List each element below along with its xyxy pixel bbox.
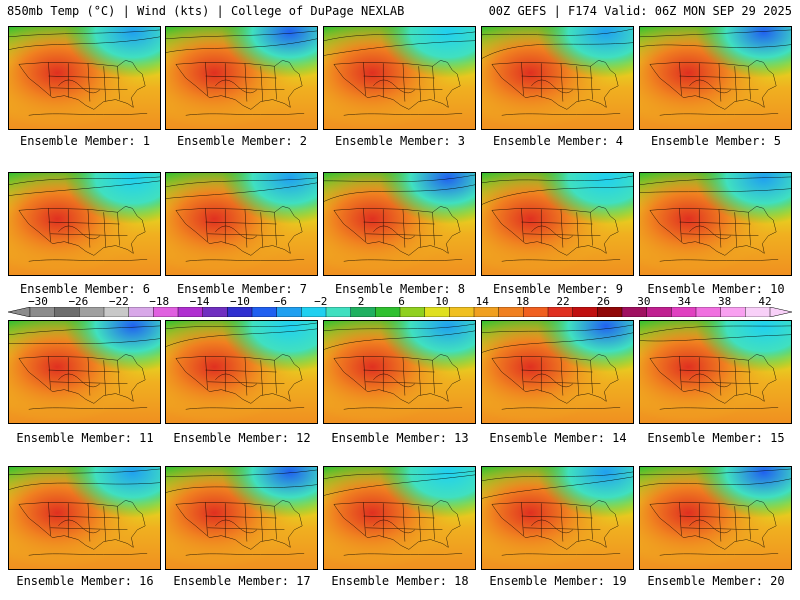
colorbar-tick-label: 14	[475, 295, 489, 308]
colorbar-tick-label: 6	[398, 295, 405, 308]
colorbar-segment	[325, 307, 352, 317]
colorbar-segment	[572, 307, 598, 317]
colorbar-segment	[646, 307, 672, 317]
ensemble-member-label: Ensemble Member: 7	[176, 282, 308, 296]
ensemble-member-label: Ensemble Member: 6	[19, 282, 151, 296]
ensemble-member-map	[165, 320, 318, 424]
colorbar-segment	[523, 307, 549, 317]
colorbar-segment	[547, 307, 574, 317]
colorbar-tick-label: −22	[108, 295, 129, 308]
ensemble-member-map	[481, 172, 634, 276]
colorbar-segment	[350, 307, 376, 317]
colorbar-segment	[54, 307, 80, 317]
colorbar-tick-label: 18	[516, 295, 530, 308]
ensemble-member-map	[8, 320, 161, 424]
ensemble-member-label: Ensemble Member: 14	[489, 431, 627, 445]
colorbar-segment	[621, 307, 648, 317]
colorbar-segment	[597, 307, 623, 317]
colorbar-segment	[695, 307, 722, 317]
colorbar-segment	[128, 307, 154, 317]
colorbar-segment	[671, 307, 697, 317]
ensemble-member-label: Ensemble Member: 4	[492, 134, 624, 148]
ensemble-member-label: Ensemble Member: 5	[650, 134, 782, 148]
ensemble-member-label: Ensemble Member: 9	[492, 282, 624, 296]
ensemble-member-map	[323, 172, 476, 276]
ensemble-member-label: Ensemble Member: 20	[647, 574, 785, 588]
colorbar-tick-label: 10	[435, 295, 449, 308]
ensemble-member-map	[8, 172, 161, 276]
ensemble-member-map	[323, 26, 476, 130]
ensemble-member-label: Ensemble Member: 8	[334, 282, 466, 296]
ensemble-member-map	[639, 172, 792, 276]
temperature-colorbar	[8, 307, 792, 317]
ensemble-member-map	[8, 26, 161, 130]
colorbar-segment	[449, 307, 475, 317]
ensemble-member-map	[165, 172, 318, 276]
ensemble-member-label: Ensemble Member: 15	[647, 431, 785, 445]
ensemble-member-label: Ensemble Member: 16	[16, 574, 154, 588]
ensemble-member-label: Ensemble Member: 19	[489, 574, 627, 588]
ensemble-member-map	[639, 466, 792, 570]
ensemble-member-map	[481, 466, 634, 570]
ensemble-member-label: Ensemble Member: 17	[173, 574, 311, 588]
ensemble-member-label: Ensemble Member: 1	[19, 134, 151, 148]
colorbar-segment	[276, 307, 302, 317]
colorbar-segment	[251, 307, 278, 317]
ensemble-member-map	[481, 26, 634, 130]
colorbar-segment	[177, 307, 204, 317]
ensemble-member-map	[8, 466, 161, 570]
colorbar-tick-label: −2	[314, 295, 328, 308]
colorbar-high-arrow	[769, 307, 792, 317]
ensemble-member-label: Ensemble Member: 2	[176, 134, 308, 148]
ensemble-member-label: Ensemble Member: 18	[331, 574, 469, 588]
colorbar-tick-label: 22	[556, 295, 570, 308]
colorbar-tick-label: −26	[68, 295, 89, 308]
ensemble-member-map	[639, 26, 792, 130]
ensemble-member-map	[165, 26, 318, 130]
colorbar-tick-label: 2	[357, 295, 365, 308]
colorbar-segment	[399, 307, 426, 317]
colorbar-segment	[498, 307, 524, 317]
colorbar-segment	[745, 307, 771, 317]
colorbar-tick-label: 30	[637, 295, 651, 308]
colorbar-tick-label: −18	[149, 295, 170, 308]
ensemble-member-label: Ensemble Member: 12	[173, 431, 311, 445]
colorbar-segment	[79, 307, 105, 317]
colorbar-tick-label: 26	[596, 295, 611, 308]
colorbar-tick-label: −14	[189, 295, 210, 308]
ensemble-member-label: Ensemble Member: 13	[331, 431, 469, 445]
ensemble-member-map	[165, 466, 318, 570]
colorbar-low-arrow	[8, 307, 31, 317]
ensemble-member-label: Ensemble Member: 11	[16, 431, 154, 445]
colorbar-tick-label: −30	[28, 295, 48, 308]
ensemble-member-map	[639, 320, 792, 424]
ensemble-member-label: Ensemble Member: 3	[334, 134, 466, 148]
colorbar-segment	[375, 307, 401, 317]
colorbar-segment	[153, 307, 179, 317]
colorbar-segment	[720, 307, 746, 317]
colorbar-segment	[202, 307, 228, 317]
colorbar-segment	[103, 307, 130, 317]
valid-time-label: 00Z GEFS | F174 Valid: 06Z MON SEP 29 20…	[488, 4, 792, 18]
ensemble-member-map	[323, 320, 476, 424]
colorbar-tick-label: 34	[677, 295, 691, 308]
colorbar-segment	[473, 307, 500, 317]
colorbar-segment	[29, 307, 56, 317]
ensemble-member-map	[481, 320, 634, 424]
ensemble-member-label: Ensemble Member: 10	[647, 282, 785, 296]
colorbar-segment	[227, 307, 253, 317]
colorbar-tick-label: 42	[758, 295, 772, 308]
ensemble-member-map	[323, 466, 476, 570]
colorbar-segment	[424, 307, 450, 317]
chart-title: 850mb Temp (°C) | Wind (kts) | College o…	[7, 4, 405, 18]
colorbar-segment	[301, 307, 327, 317]
colorbar-tick-label: −10	[230, 295, 250, 308]
colorbar-tick-label: −6	[273, 295, 287, 308]
colorbar-tick-label: 38	[717, 295, 732, 308]
